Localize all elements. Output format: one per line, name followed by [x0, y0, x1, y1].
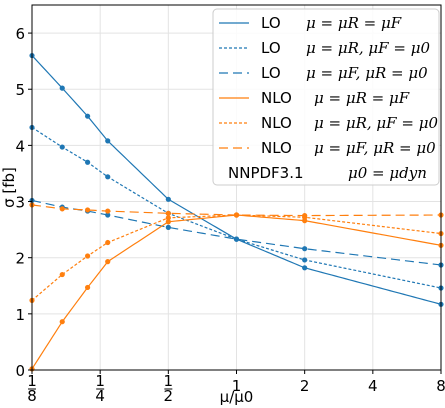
svg-text:1: 1: [95, 372, 105, 390]
series-2-point: [233, 236, 240, 242]
legend-math: μ = μR = μF: [314, 89, 410, 107]
y-tick-label: 0: [15, 362, 25, 380]
y-tick-label: 4: [15, 137, 25, 155]
series-5-point: [302, 212, 308, 219]
series-1-point: [59, 144, 65, 150]
series-2-point: [302, 246, 308, 252]
legend-label: NLO: [261, 89, 292, 107]
x-tick-label: 18: [27, 372, 37, 405]
series-5-point: [59, 206, 65, 212]
legend-math: μ = μR = μF: [306, 14, 402, 32]
y-tick-label: 3: [15, 194, 25, 212]
series-3-point: [105, 259, 111, 265]
series-line-4: [31, 214, 442, 301]
y-tick-label: 1: [15, 306, 25, 324]
legend-math: μ = μF, μR = μ0: [314, 139, 436, 157]
legend-math: μ = μR, μF = μ0: [306, 39, 430, 57]
series-3-point: [59, 319, 65, 325]
legend-pdf-label: NNPDF3.1: [228, 164, 304, 182]
series-5-point: [233, 212, 240, 218]
x-tick-label: 4: [368, 377, 378, 395]
svg-text:4: 4: [95, 387, 105, 405]
x-tick-label: 12: [164, 372, 174, 405]
series-0-point: [84, 113, 91, 119]
x-axis-label: μ/μ0: [220, 388, 254, 406]
svg-text:8: 8: [27, 387, 37, 405]
series-2-point: [105, 212, 111, 218]
series-0-point: [302, 265, 308, 271]
legend-label: LO: [261, 64, 281, 82]
series-0-point: [105, 138, 111, 144]
x-tick-label: 2: [300, 377, 310, 395]
x-tick-label: 1: [232, 377, 242, 395]
series-2-point: [165, 224, 171, 230]
legend-label: NLO: [261, 114, 292, 132]
series-4-point: [84, 253, 91, 259]
svg-text:1: 1: [164, 372, 174, 390]
legend-box: [212, 8, 440, 186]
series-line-1: [31, 126, 442, 289]
series-3-point: [84, 284, 91, 291]
x-tick-label: 14: [95, 372, 105, 405]
svg-text:2: 2: [164, 387, 174, 405]
legend-label: LO: [261, 14, 281, 32]
legend-scale-note: μ0 = μdyn: [348, 164, 427, 182]
y-tick-label: 2: [15, 250, 25, 268]
series-1-point: [302, 257, 308, 263]
legend-math: μ = μR, μF = μ0: [314, 114, 438, 132]
series-layer: [29, 52, 444, 372]
series-0-point: [165, 196, 171, 202]
series-4-point: [105, 239, 111, 246]
y-axis-label: σ [fb]: [0, 167, 18, 208]
series-4-point: [165, 215, 171, 221]
y-tick-label: 6: [15, 25, 25, 43]
series-3-point: [165, 219, 171, 225]
series-1-point: [84, 159, 91, 165]
series-5-point: [165, 210, 171, 216]
legend-math: μ = μF, μR = μ0: [306, 64, 428, 82]
x-tick-label: 8: [436, 377, 445, 395]
series-1-point: [105, 174, 111, 180]
series-4-point: [59, 271, 65, 278]
y-tick-label: 5: [15, 81, 25, 99]
series-5-point: [105, 208, 111, 214]
legend-label: LO: [261, 39, 281, 57]
series-5-point: [84, 207, 91, 213]
svg-text:1: 1: [27, 372, 37, 390]
series-0-point: [59, 85, 65, 91]
legend-label: NLO: [261, 139, 292, 157]
legend: LO μ = μR = μF LO μ = μR, μF = μ0 LO μ = μF, …: [212, 8, 440, 186]
